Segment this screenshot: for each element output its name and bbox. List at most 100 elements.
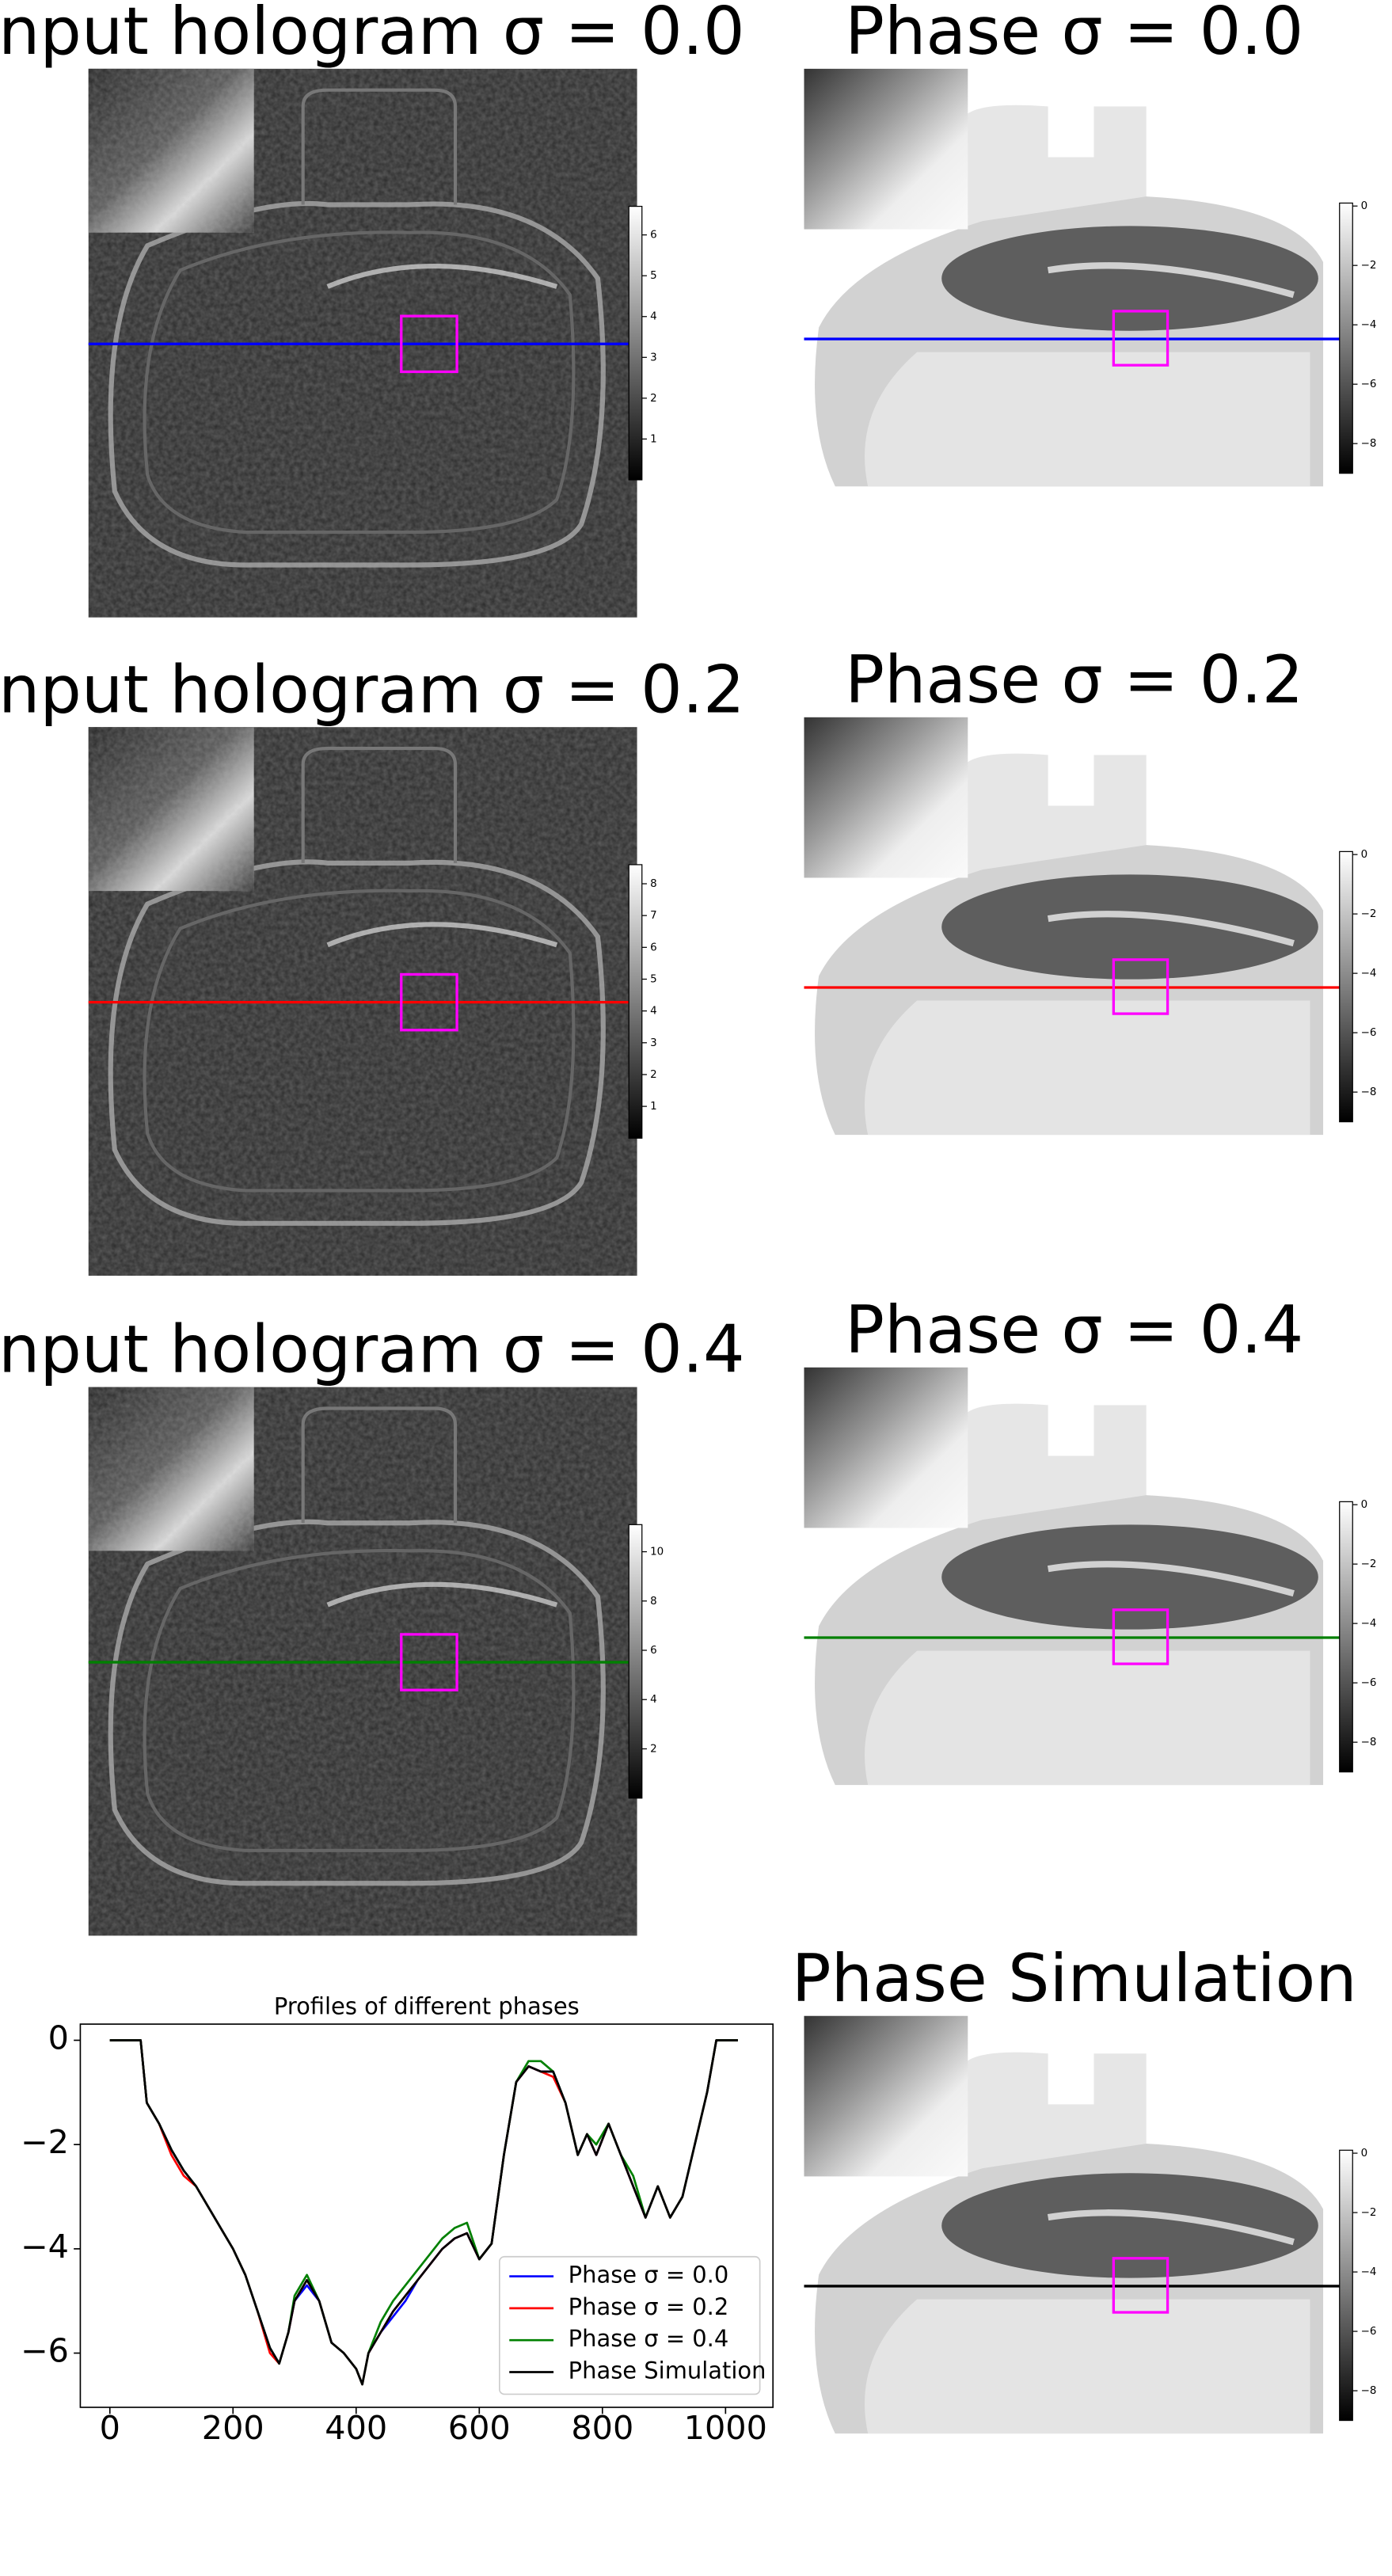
colorbar-tick-label: −4	[1361, 319, 1377, 331]
colorbar-tick-label: 0	[1361, 849, 1368, 861]
y-tick-label: −4	[21, 2228, 69, 2266]
zoom-box	[400, 972, 458, 1032]
x-tick-label: 800	[571, 2409, 633, 2447]
phase-dark-region	[941, 2173, 1318, 2278]
plot-frame	[79, 2023, 774, 2408]
panel-title: Input hologram σ = 0.0	[0, 0, 745, 70]
phase-body-lower	[865, 1650, 1310, 1786]
phase-dark-region	[941, 1524, 1318, 1630]
colorbar-tick-label: 6	[650, 942, 657, 953]
series-line	[109, 2039, 738, 2386]
zoom-inset	[804, 2015, 968, 2177]
colorbar-tick-label: −8	[1361, 1737, 1377, 1748]
zoom-inset-noise	[88, 68, 254, 233]
colorbar-tick-label: 2	[650, 393, 657, 405]
legend-label: Phase σ = 0.2	[569, 2293, 729, 2320]
colorbar-tick-label: −8	[1361, 1086, 1377, 1098]
legend-box	[499, 2255, 761, 2395]
colorbar-tick-label: 10	[650, 1547, 664, 1558]
colorbar	[628, 1524, 643, 1799]
zoom-box	[1112, 1608, 1170, 1665]
object-outline-inner	[143, 230, 576, 535]
colorbar	[1339, 850, 1353, 1123]
colorbar	[1339, 1501, 1353, 1773]
zoom-box	[1112, 310, 1170, 367]
object-outline	[108, 859, 606, 1226]
colorbar-tick-label: −4	[1361, 1618, 1377, 1630]
phase-bright-band	[1047, 911, 1295, 947]
colorbar-tick-label: 1	[650, 1101, 657, 1113]
colorbar	[1339, 202, 1353, 474]
phase-bright-band	[1047, 2209, 1295, 2246]
phase-dark-region	[941, 874, 1318, 980]
colorbar-tick-label: 6	[650, 1645, 657, 1657]
bright-band	[326, 263, 558, 289]
phase-bright-band	[1047, 262, 1295, 299]
object-outline-inner	[143, 1549, 576, 1852]
chart-title: Profiles of different phases	[274, 1992, 580, 2019]
object-outline	[108, 200, 606, 568]
x-tick-label: 600	[448, 2409, 511, 2447]
colorbar-tick-label: 2	[650, 1069, 657, 1081]
colorbar-tick-label: −8	[1361, 2385, 1377, 2397]
bright-band	[326, 1581, 558, 1608]
y-tick-label: 0	[48, 2019, 69, 2057]
colorbar-tick-label: 8	[650, 1596, 657, 1608]
tower-outline	[301, 88, 458, 205]
colorbar-tick-label: 5	[650, 973, 657, 985]
zoom-inset	[804, 717, 968, 878]
colorbar-tick-label: 6	[650, 230, 657, 242]
x-tick-label: 1000	[684, 2409, 767, 2447]
colorbar-tick-label: 0	[1361, 2148, 1368, 2159]
phase-body-lower	[865, 1000, 1310, 1136]
panel-title: Phase σ = 0.4	[845, 1292, 1303, 1368]
colorbar	[628, 205, 643, 481]
zoom-box	[1112, 2257, 1170, 2314]
zoom-inset	[804, 1367, 968, 1528]
colorbar-tick-label: 2	[650, 1743, 657, 1755]
colorbar-tick-label: −8	[1361, 438, 1377, 450]
zoom-inset-noise	[88, 727, 254, 892]
phase-dark-region	[941, 226, 1318, 331]
panel-title: Phase σ = 0.2	[845, 641, 1303, 718]
zoom-box	[1112, 958, 1170, 1015]
x-tick-label: 0	[100, 2409, 120, 2447]
bright-band	[326, 922, 558, 948]
colorbar-tick-label: −6	[1361, 1027, 1377, 1039]
colorbar-tick-label: 0	[1361, 1499, 1368, 1511]
panel-title: Input hologram σ = 0.4	[0, 1311, 745, 1388]
colorbar-tick-label: 8	[650, 878, 657, 890]
colorbar-tick-label: −2	[1361, 2207, 1377, 2219]
phase-body-lower	[865, 352, 1310, 487]
colorbar-tick-label: −4	[1361, 968, 1377, 980]
x-tick-label: 400	[325, 2409, 387, 2447]
panel-title: Input hologram σ = 0.2	[0, 651, 745, 728]
y-tick-label: −6	[21, 2332, 69, 2370]
colorbar-tick-label: 5	[650, 270, 657, 282]
object-outline	[108, 1519, 606, 1886]
phase-body-lower	[865, 2299, 1310, 2434]
zoom-inset-noise	[88, 1387, 254, 1551]
panel-title: Phase σ = 0.0	[845, 0, 1303, 70]
tower-outline	[301, 747, 458, 863]
colorbar-tick-label: 3	[650, 1037, 657, 1049]
zoom-box	[400, 314, 458, 374]
zoom-box	[400, 1633, 458, 1691]
legend-label: Phase σ = 0.4	[569, 2325, 729, 2352]
legend-label: Phase Simulation	[569, 2357, 766, 2384]
panel-title: Phase Simulation	[792, 1940, 1357, 2017]
colorbar-tick-label: −2	[1361, 260, 1377, 272]
colorbar	[628, 864, 643, 1139]
y-tick-label: −2	[21, 2123, 69, 2161]
phase-bright-band	[1047, 1561, 1295, 1597]
colorbar-tick-label: 7	[650, 910, 657, 922]
colorbar-tick-label: −6	[1361, 2326, 1377, 2338]
colorbar-tick-label: 0	[1361, 200, 1368, 212]
colorbar-tick-label: 3	[650, 352, 657, 363]
colorbar-tick-label: −4	[1361, 2266, 1377, 2278]
colorbar-tick-label: 4	[650, 1694, 657, 1706]
colorbar-tick-label: 4	[650, 311, 657, 323]
colorbar-tick-label: 1	[650, 433, 657, 445]
